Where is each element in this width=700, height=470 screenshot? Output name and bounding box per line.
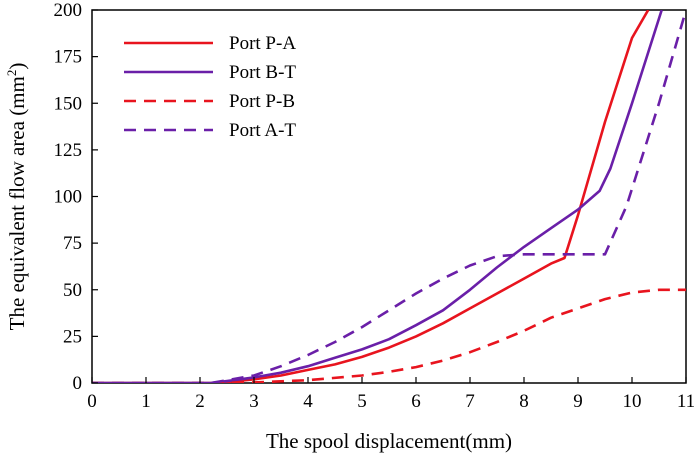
y-tick-label: 75 bbox=[63, 233, 82, 254]
series-layer bbox=[92, 10, 686, 383]
legend-label: Port P-A bbox=[229, 33, 296, 54]
series-line-port-p-b bbox=[92, 288, 686, 383]
x-tick-label: 2 bbox=[195, 391, 205, 412]
y-tick-label: 175 bbox=[54, 47, 83, 68]
y-axis-title-tail: ) bbox=[5, 63, 29, 70]
x-tick-label: 5 bbox=[357, 391, 367, 412]
x-axis-title: The spool displacement(mm) bbox=[266, 429, 512, 453]
x-tick-label: 10 bbox=[623, 391, 642, 412]
legend-label: Port P-B bbox=[229, 91, 295, 112]
legend: Port P-A Port B-T Port P-B Port A-T bbox=[124, 33, 296, 141]
legend-label: Port A-T bbox=[229, 120, 296, 141]
y-tick-label: 100 bbox=[54, 187, 83, 208]
series-line-port-p-a bbox=[92, 10, 650, 383]
y-tick-label: 200 bbox=[54, 0, 83, 21]
y-tick-label: 50 bbox=[63, 280, 82, 301]
y-tick-label: 25 bbox=[63, 326, 82, 347]
x-tick-label: 6 bbox=[411, 391, 421, 412]
x-tick-label: 8 bbox=[519, 391, 529, 412]
y-tick-label: 150 bbox=[54, 93, 83, 114]
y-tick-label: 125 bbox=[54, 140, 83, 161]
x-tick-label: 4 bbox=[303, 391, 313, 412]
x-tick-label: 11 bbox=[677, 391, 695, 412]
y-axis-title-superscript: 2 bbox=[4, 70, 19, 77]
y-axis-title-main: The equivalent flow area (mm bbox=[5, 76, 29, 330]
series-line-port-a-t bbox=[92, 10, 686, 383]
ticks-layer: 0 1 2 3 4 5 6 7 8 9 10 11 0 25 50 75 100 125 150 175 200 bbox=[54, 0, 696, 412]
x-tick-label: 0 bbox=[87, 391, 97, 412]
legend-label: Port B-T bbox=[229, 62, 296, 83]
x-tick-label: 9 bbox=[573, 391, 583, 412]
x-tick-label: 3 bbox=[249, 391, 259, 412]
y-axis-title: The equivalent flow area (mm2) bbox=[4, 63, 29, 331]
plot-frame bbox=[91, 9, 687, 384]
x-tick-label: 7 bbox=[465, 391, 475, 412]
y-tick-label: 0 bbox=[73, 373, 83, 394]
series-line-port-b-t bbox=[92, 10, 663, 383]
x-tick-label: 1 bbox=[141, 391, 151, 412]
